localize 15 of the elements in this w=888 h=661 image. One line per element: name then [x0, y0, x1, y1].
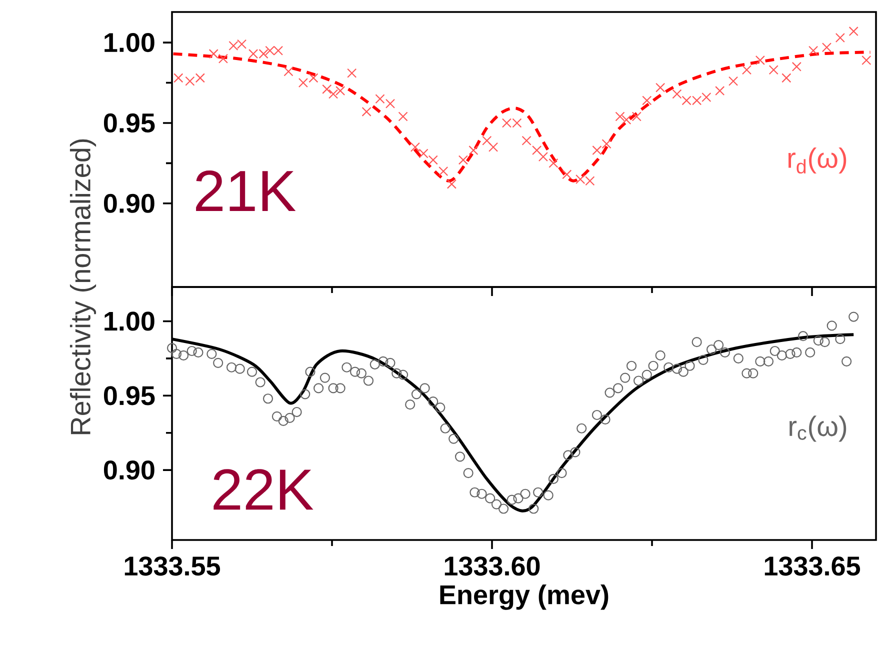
- annotation: 21K: [196, 170, 296, 211]
- y-tick-label: 0.90: [104, 194, 154, 213]
- annotation: 22K: [214, 469, 314, 510]
- x-tick-label: 1333.60: [444, 556, 540, 576]
- y-tick-label: 1.00: [104, 312, 154, 331]
- y-tick-label: 0.95: [104, 386, 155, 406]
- x-axis-title: Energy (mev): [440, 584, 608, 610]
- x-tick-label: 1333.65: [764, 556, 860, 576]
- y-tick-label: 1.00: [104, 32, 154, 52]
- y-tick-label: 0.90: [104, 460, 154, 480]
- text: r$_{d}$(ω): [788, 147, 846, 174]
- series-label: r$_{c}$(ω): [790, 416, 846, 442]
- y-axis-title: Reflectivity (normalized): [70, 139, 96, 434]
- y-tick-label: 0.95: [104, 113, 155, 133]
- x-tick-label: 1333.55: [124, 556, 220, 576]
